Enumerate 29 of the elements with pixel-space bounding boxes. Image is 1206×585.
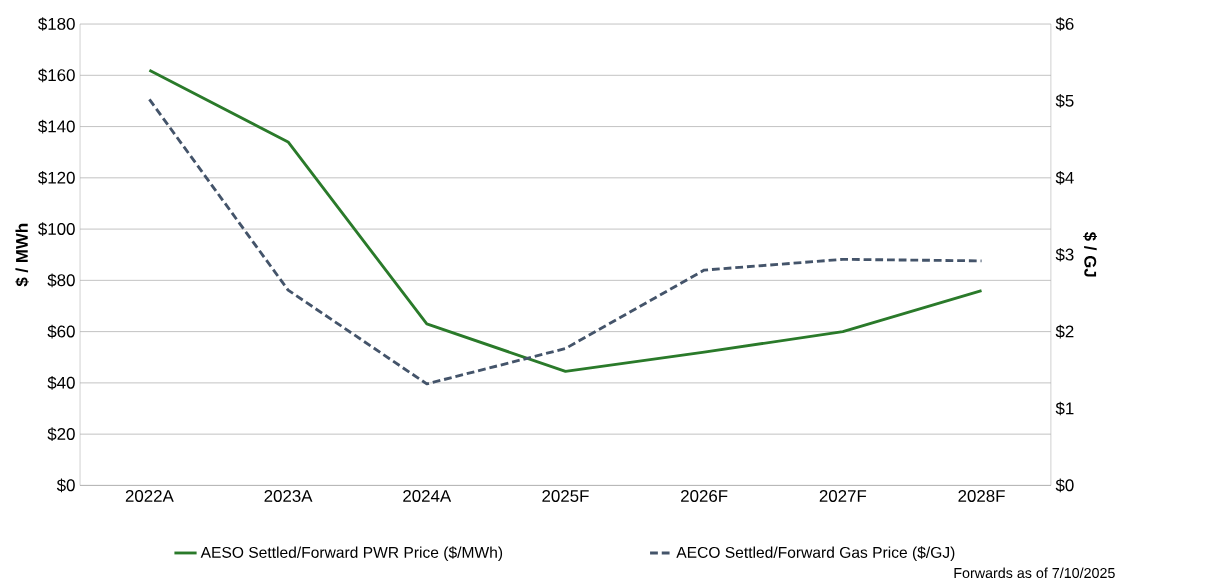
y-tick-label: $0 [56,478,75,493]
y2-tick-label: $3 [1055,247,1074,262]
x-tick-label: 2023A [264,490,313,503]
y2-tick-label: $4 [1055,171,1074,185]
y-tick-label: $60 [47,324,75,339]
y2-tick-label: $5 [1055,94,1074,108]
legend-label: AECO Settled/Forward Gas Price ($/GJ) [676,546,955,562]
text: Forwards as of 7/10/2025 [954,567,1115,579]
x-tick-label: 2024A [403,490,452,503]
x-tick-label: 2026F [681,490,728,503]
y-tick-label: $160 [38,68,75,83]
x-tick-label: 2022A [125,490,174,503]
x-tick-label: 2025F [542,490,589,503]
x-tick-label: 2027F [819,490,867,503]
legend-label: AESO Settled/Forward PWR Price ($/MWh) [200,546,503,562]
y2-tick-label: $0 [1055,478,1074,493]
x-tick-label: 2028F [958,490,1005,503]
y-tick-label: $80 [47,273,75,288]
y-tick-label: $100 [38,222,75,236]
y-axis-title: $ / MWh [15,223,29,287]
y2-tick-label: $6 [1055,17,1074,31]
y-tick-label: $20 [47,427,75,442]
y2-tick-label: $2 [1055,324,1074,339]
y-tick-label: $140 [38,119,75,134]
y-tick-label: $40 [47,376,75,390]
y2-tick-label: $1 [1055,401,1074,416]
y-tick-label: $120 [38,171,75,185]
y-tick-label: $180 [38,17,75,31]
y2-axis-title: $ / GJ [1083,232,1097,277]
